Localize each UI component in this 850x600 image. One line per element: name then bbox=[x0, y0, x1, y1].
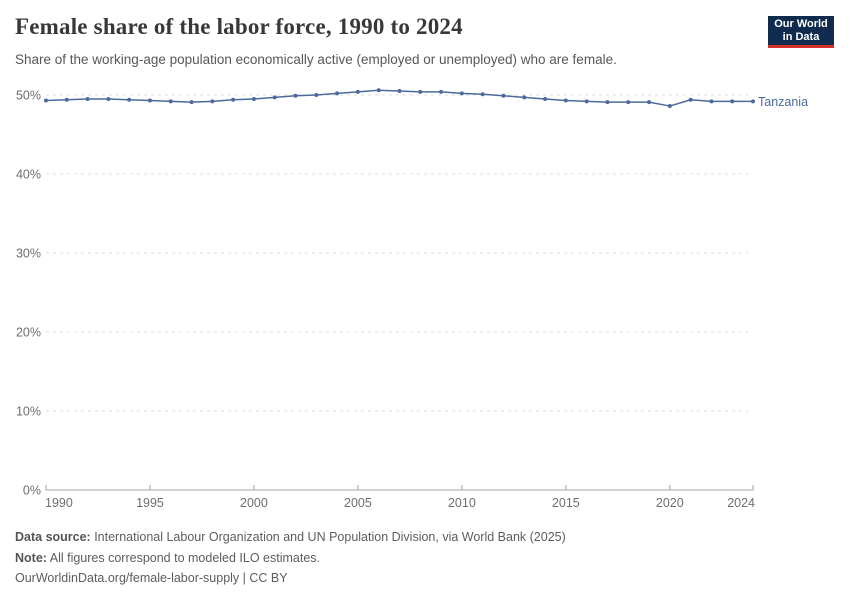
data-point[interactable] bbox=[397, 89, 402, 94]
data-point[interactable] bbox=[501, 93, 506, 98]
y-axis-tick-label: 0% bbox=[23, 484, 41, 498]
y-axis-tick-label: 40% bbox=[16, 168, 41, 182]
y-axis-tick-label: 50% bbox=[16, 89, 41, 103]
data-point[interactable] bbox=[480, 92, 485, 97]
data-point[interactable] bbox=[667, 104, 672, 109]
data-point[interactable] bbox=[106, 96, 111, 101]
series-entity-label[interactable]: Tanzania bbox=[758, 95, 808, 109]
data-source-text: International Labour Organization and UN… bbox=[90, 530, 566, 544]
owid-logo[interactable]: Our World in Data bbox=[768, 16, 834, 48]
x-axis-tick-label: 2015 bbox=[552, 496, 580, 510]
data-point[interactable] bbox=[355, 89, 360, 94]
attribution-line[interactable]: OurWorldinData.org/female-labor-supply |… bbox=[15, 571, 288, 585]
data-point[interactable] bbox=[688, 97, 693, 102]
data-point[interactable] bbox=[147, 98, 152, 103]
y-axis-tick-label: 20% bbox=[16, 326, 41, 340]
data-point[interactable] bbox=[376, 88, 381, 93]
data-point[interactable] bbox=[584, 99, 589, 104]
owid-logo-line2: in Data bbox=[782, 30, 820, 43]
data-point[interactable] bbox=[418, 89, 423, 94]
data-point[interactable] bbox=[64, 97, 69, 102]
data-point[interactable] bbox=[231, 97, 236, 102]
note-line: Note: All figures correspond to modeled … bbox=[15, 548, 815, 569]
note-text: All figures correspond to modeled ILO es… bbox=[46, 550, 321, 565]
chart-subtitle: Share of the working-age population econ… bbox=[15, 52, 617, 67]
data-point[interactable] bbox=[751, 99, 755, 104]
data-point[interactable] bbox=[210, 99, 215, 104]
data-point[interactable] bbox=[626, 100, 631, 105]
note-label: Note: bbox=[15, 550, 47, 565]
data-point[interactable] bbox=[730, 99, 735, 104]
data-point[interactable] bbox=[563, 98, 568, 103]
x-axis-tick-label: 2005 bbox=[344, 496, 372, 510]
data-point[interactable] bbox=[439, 89, 444, 94]
data-point[interactable] bbox=[127, 97, 132, 102]
chart-svg: 0% 10% 20% 30% 40% 50% 1990 1995 2000 2005 2010 201… bbox=[16, 88, 808, 510]
data-source-label: Data source: bbox=[15, 530, 91, 544]
data-point[interactable] bbox=[522, 95, 527, 100]
data-point[interactable] bbox=[314, 93, 319, 97]
chart-footer: Data source: International Labour Organi… bbox=[15, 527, 815, 589]
x-axis-tick-label: 2000 bbox=[240, 496, 268, 510]
data-point[interactable] bbox=[459, 91, 464, 96]
data-point[interactable] bbox=[335, 91, 340, 96]
x-axis-tick-label: 1990 bbox=[45, 496, 73, 510]
data-point[interactable] bbox=[647, 100, 652, 105]
x-axis-tick-label: 2010 bbox=[448, 496, 476, 510]
y-axis-tick-label: 10% bbox=[16, 405, 41, 419]
x-axis-tick-label: 2020 bbox=[656, 496, 684, 510]
y-axis-tick-label: 30% bbox=[16, 247, 41, 261]
data-point[interactable] bbox=[293, 93, 298, 98]
x-axis-tick-label: 2024 bbox=[727, 496, 755, 510]
data-point[interactable] bbox=[168, 99, 173, 104]
page-title: Female share of the labor force, 1990 to… bbox=[15, 14, 463, 39]
owid-logo-line1: Our World bbox=[774, 18, 828, 30]
data-point[interactable] bbox=[543, 96, 548, 101]
data-point[interactable] bbox=[251, 96, 256, 101]
data-point[interactable] bbox=[272, 95, 277, 100]
data-point[interactable] bbox=[85, 96, 90, 101]
data-point[interactable] bbox=[189, 100, 194, 105]
data-point[interactable] bbox=[605, 100, 610, 105]
data-point[interactable] bbox=[709, 99, 714, 104]
data-point[interactable] bbox=[44, 98, 48, 103]
x-axis-tick-label: 1995 bbox=[136, 496, 164, 510]
data-source-line: Data source: International Labour Organi… bbox=[15, 527, 815, 548]
